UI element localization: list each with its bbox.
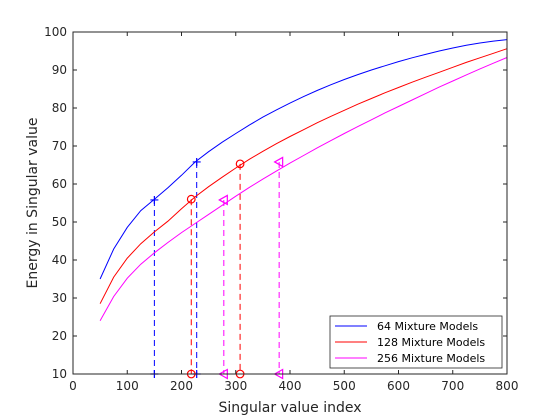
circle-marker [186,194,196,204]
x-axis-title: Singular value index [218,400,361,416]
circle-marker [235,159,245,169]
y-tick-label: 30 [52,291,67,305]
series-line-0 [99,39,508,280]
y-tick-label: 100 [44,25,67,39]
y-tick-label: 40 [52,253,67,267]
triangle-marker [218,194,228,206]
legend-label-64: 64 Mixture Models [377,320,478,333]
legend: 64 Mixture Models 128 Mixture Models 256… [329,315,503,369]
legend-label-128: 128 Mixture Models [377,336,485,349]
plus-marker [192,157,201,166]
x-tick-label: 300 [224,379,247,393]
y-tick-label: 80 [52,101,67,115]
triangle-marker [273,156,284,168]
series-line-1 [99,48,508,304]
ticks-layer [72,31,508,375]
x-tick-label: 700 [441,379,464,393]
x-tick-label: 100 [116,379,139,393]
x-tick-label: 800 [496,379,519,393]
x-tick-label: 500 [333,379,356,393]
series-lines-layer [99,39,508,322]
y-tick-label: 20 [52,329,67,343]
y-tick-label: 60 [52,177,67,191]
x-tick-label: 600 [387,379,410,393]
y-tick-label: 70 [52,139,67,153]
x-tick-label: 0 [69,379,77,393]
tick-labels-layer: 0 100 200 300 400 500 600 700 800 10 20 30 40 50 60 70 8… [44,25,518,393]
plus-marker [150,195,159,204]
droplines-layer [153,161,280,374]
y-tick-label: 90 [52,63,67,77]
y-tick-label: 10 [52,367,67,381]
y-tick-label: 50 [52,215,67,229]
series-line-2 [99,57,508,322]
x-tick-label: 400 [279,379,302,393]
x-tick-label: 200 [170,379,193,393]
y-axis-title: Energy in Singular value [25,117,41,288]
legend-label-256: 256 Mixture Models [377,352,485,365]
